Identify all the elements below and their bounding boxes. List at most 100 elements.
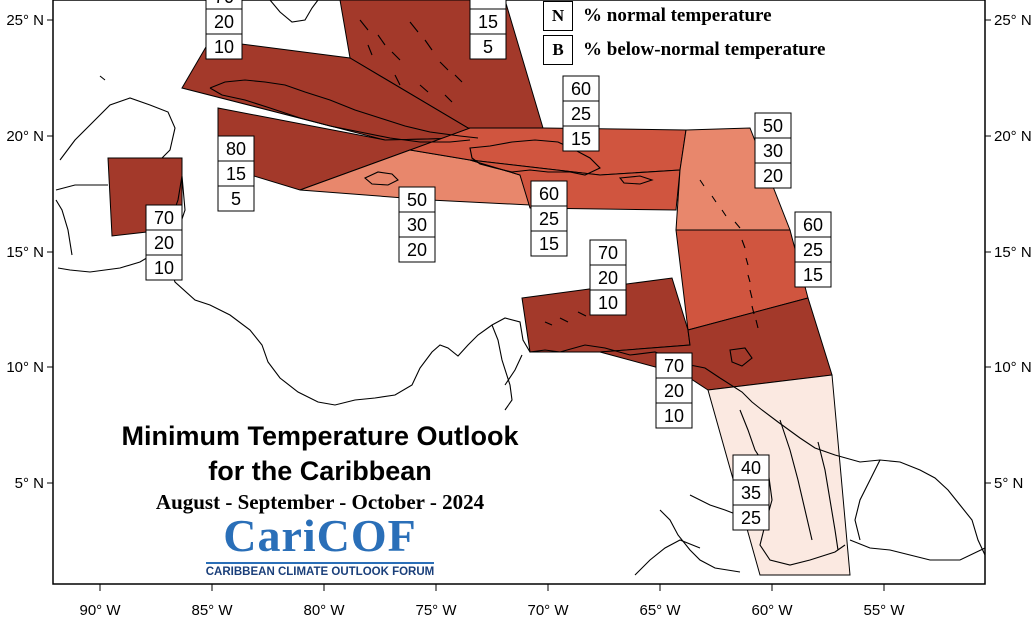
probability-value: 30: [407, 215, 427, 235]
probability-box: 155: [469, 0, 507, 60]
probability-value: 10: [664, 406, 684, 426]
coastline-central-america: [57, 75, 721, 406]
lat-label-left: 20° N: [6, 128, 44, 145]
probability-cell: [145, 229, 183, 256]
lat-label-left: 5° N: [15, 475, 44, 492]
probability-cell: [398, 186, 436, 213]
probability-cell: [794, 261, 832, 288]
coastline-trinidad: [729, 347, 753, 367]
probability-cell: [469, 33, 507, 60]
probability-cell: [754, 137, 792, 164]
map-title-line2: for the Caribbean: [208, 456, 432, 486]
probability-boxes: 1557020108015570201050302060251560251550…: [145, 0, 832, 531]
probability-value: 60: [571, 79, 591, 99]
probability-value: 5: [231, 189, 241, 209]
legend-row-normal: N % normal temperature: [543, 0, 772, 32]
legend-text-normal: % normal temperature: [583, 5, 772, 26]
probability-value: 40: [741, 458, 761, 478]
probability-cell: [145, 254, 183, 281]
probability-value: 60: [803, 215, 823, 235]
probability-box: 70 20 10: [655, 352, 693, 429]
probability-cell: [732, 479, 770, 506]
probability-cell: [732, 454, 770, 481]
map-title-line1: Minimum Temperature Outlook: [121, 421, 519, 451]
probability-value: 70: [214, 0, 234, 7]
probability-value: 25: [539, 209, 559, 229]
probability-cell: [754, 162, 792, 189]
legend-key-below: B: [543, 35, 573, 65]
axis-ticks: [47, 19, 991, 591]
probability-value: 70: [664, 356, 684, 376]
coastline-abc: [544, 311, 587, 326]
coastline-south-america-lower: [634, 539, 986, 576]
probability-box: 70 20 10: [205, 0, 243, 60]
probability-value: 10: [154, 258, 174, 278]
probability-cell: [732, 504, 770, 531]
logo-wordmark: CariCOF: [223, 510, 417, 561]
probability-value: 50: [763, 116, 783, 136]
probability-box: 60 25 15: [562, 75, 600, 152]
coastline-cuba: [209, 79, 479, 143]
legend-text-below: % below-normal temperature: [583, 39, 826, 60]
probability-value: 15: [226, 164, 246, 184]
probability-value: 70: [154, 208, 174, 228]
map-period: August - September - October - 2024: [155, 490, 485, 514]
probability-box: 70 20 10: [145, 204, 183, 281]
probability-value: 70: [598, 243, 618, 263]
probability-cell: [655, 377, 693, 404]
lon-label: 55° W: [863, 602, 905, 619]
probability-cell: [794, 211, 832, 238]
lat-label-left: 25° N: [6, 12, 44, 29]
coastline-jamaica: [363, 171, 399, 186]
probability-value: 30: [763, 141, 783, 161]
lon-label: 85° W: [191, 602, 233, 619]
probability-value: 10: [214, 37, 234, 57]
lon-label: 65° W: [639, 602, 681, 619]
probability-cell: [205, 33, 243, 60]
probability-value: 25: [741, 508, 761, 528]
probability-cell: [217, 185, 255, 212]
probability-value: 20: [407, 240, 427, 260]
axis-tick-labels: 25° N 25° N 20° N 20° N 15° N 15° N 10° N 10° N…: [6, 12, 1031, 619]
border-guianas: [659, 409, 881, 573]
coastline-lesser-antilles: [699, 179, 759, 329]
lon-label: 90° W: [79, 602, 121, 619]
probability-cell: [469, 0, 507, 10]
probability-cell: [530, 230, 568, 257]
probability-value: 20: [763, 166, 783, 186]
probability-value: 20: [598, 268, 618, 288]
coastlines: [55, 0, 986, 576]
probability-value: 25: [571, 104, 591, 124]
probability-box: 70 20 10: [589, 239, 627, 316]
probability-value: 20: [154, 233, 174, 253]
lat-label-right: 5° N: [994, 475, 1023, 492]
probability-box: 40 35 25: [732, 454, 770, 531]
coastline-west-edge: [55, 184, 108, 256]
probability-cell: [655, 352, 693, 379]
coastline-venezuela-guianas: [719, 377, 986, 556]
coastline-florida: [269, 0, 319, 23]
probability-value: 35: [741, 483, 761, 503]
probability-box: 60 25 15: [794, 211, 832, 288]
probability-box: 50 30 20: [754, 112, 792, 189]
probability-cell: [469, 8, 507, 35]
probability-value: 20: [664, 381, 684, 401]
region-hispaniola-south: [469, 159, 681, 211]
probability-box: 80 15 5: [217, 135, 255, 212]
lat-label-right: 25° N: [994, 12, 1032, 29]
probability-box: 50 30 20: [398, 186, 436, 263]
lat-label-left: 10° N: [6, 359, 44, 376]
logo-tagline: CARIBBEAN CLIMATE OUTLOOK FORUM: [205, 566, 435, 578]
probability-value: 15: [571, 129, 591, 149]
probability-value: 20: [214, 12, 234, 32]
probability-cell: [145, 204, 183, 231]
probability-cell: [589, 289, 627, 316]
lat-label-right: 10° N: [994, 359, 1032, 376]
coastline-puerto-rico: [618, 175, 654, 185]
lat-label-right: 20° N: [994, 128, 1032, 145]
probability-cell: [398, 236, 436, 263]
probability-value: 60: [539, 184, 559, 204]
probability-value: 15: [803, 265, 823, 285]
probability-value: 15: [539, 234, 559, 254]
